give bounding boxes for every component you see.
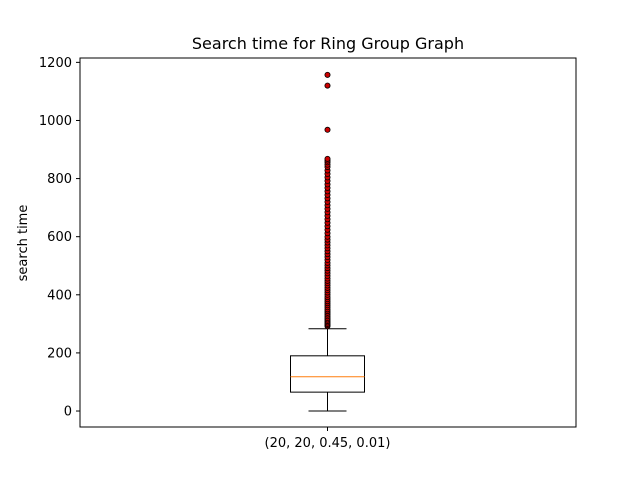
chart-title: Search time for Ring Group Graph [192, 34, 464, 53]
y-tick-label-200: 200 [47, 346, 72, 361]
y-tick-label-800: 800 [47, 172, 72, 187]
y-tick-label-600: 600 [47, 230, 72, 245]
outlier-point-67 [324, 71, 331, 78]
axes-frame [79, 57, 577, 428]
y-tick-label-0: 0 [64, 405, 72, 420]
outlier-point-65 [324, 126, 331, 133]
y-tick-label-1000: 1000 [39, 114, 72, 129]
y-tick-label-1200: 1200 [39, 56, 72, 71]
plot-area: 0 200 400 600 800 1000 1200 (20, 20, 0.45, 0.01… [39, 56, 391, 451]
x-tick-label-0: (20, 20, 0.45, 0.01) [265, 436, 391, 451]
outlier-point-66 [324, 82, 331, 89]
outlier-point-64 [324, 155, 331, 162]
y-axis-label: search time [16, 205, 31, 282]
y-tick-label-400: 400 [47, 288, 72, 303]
iqr-box [290, 355, 365, 393]
